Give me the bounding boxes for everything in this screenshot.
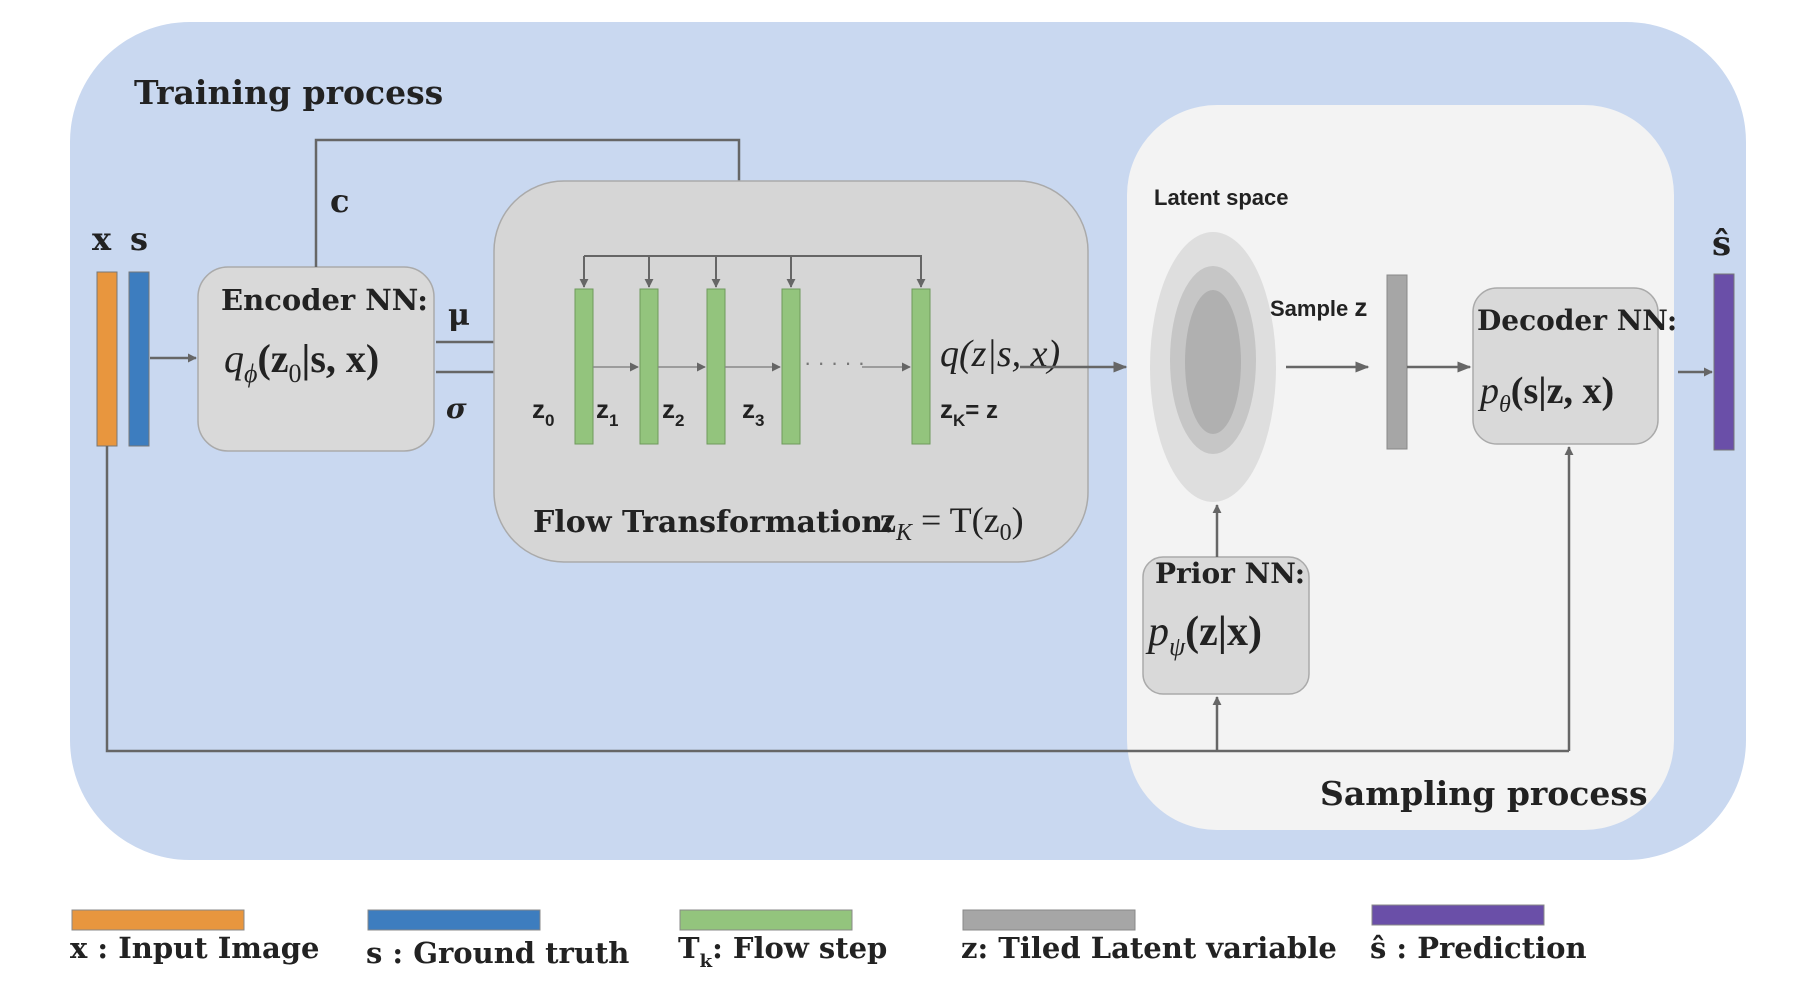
legend-label: s : Ground truth bbox=[366, 936, 629, 970]
ground-truth-bar bbox=[128, 271, 150, 447]
input-x-label: x bbox=[92, 220, 112, 258]
sampling-title: Sampling process bbox=[1320, 774, 1648, 813]
latent-space-label: Latent space bbox=[1154, 185, 1289, 210]
legend-swatch bbox=[71, 909, 245, 931]
sample-z-label: Sample z bbox=[1270, 292, 1367, 322]
flow-output-formula: q(z|s, x) bbox=[940, 333, 1060, 375]
legend-label: z: Tiled Latent variable bbox=[961, 931, 1337, 965]
flow-step-bar bbox=[639, 288, 659, 445]
legend-swatch bbox=[679, 909, 853, 931]
encoder-title: Encoder NN: bbox=[221, 283, 428, 317]
latent-ellipse-inner bbox=[1185, 290, 1241, 434]
legend-swatch bbox=[962, 909, 1136, 931]
decoder-title: Decoder NN: bbox=[1477, 304, 1677, 337]
legend-swatch bbox=[1371, 904, 1545, 926]
flow-ellipsis: · · · · · bbox=[804, 350, 865, 375]
flow-formula: zK = T(z0) bbox=[880, 500, 1024, 546]
encoder-formula: qϕ(z0|s, x) bbox=[224, 336, 379, 388]
flow-step-label: z1 bbox=[596, 394, 618, 430]
input-s-label: s bbox=[130, 220, 148, 258]
legend-label: Tk: Flow step bbox=[678, 931, 887, 972]
tiled-latent-bar bbox=[1386, 274, 1408, 450]
flow-step-label: z2 bbox=[662, 394, 684, 430]
flow-step-bar bbox=[574, 288, 594, 445]
flow-step-bar bbox=[781, 288, 801, 445]
flow-step-label: zK= z bbox=[940, 394, 998, 430]
prediction-bar bbox=[1713, 273, 1735, 451]
flow-condition-drops bbox=[579, 256, 926, 288]
decoder-formula: pθ(s|z, x) bbox=[1477, 370, 1614, 418]
x-skip-path bbox=[105, 446, 1569, 753]
flow-step-label: z0 bbox=[532, 394, 554, 430]
legend-label: x : Input Image bbox=[70, 931, 319, 965]
flow-step-labels: z0 z1 z2 z3 zK= z bbox=[532, 394, 998, 430]
prior-box bbox=[1142, 556, 1310, 695]
prior-formula: pψ(z|x) bbox=[1145, 609, 1262, 661]
legend-swatch bbox=[367, 909, 541, 931]
flow-steps bbox=[574, 288, 931, 445]
condition-label: c bbox=[330, 182, 349, 220]
decoder-box bbox=[1472, 287, 1659, 445]
flow-step-label: z3 bbox=[742, 394, 764, 430]
flow-step-bar bbox=[911, 288, 931, 445]
flow-step-bar bbox=[706, 288, 726, 445]
training-title: Training process bbox=[134, 73, 443, 112]
legend-label: ŝ : Prediction bbox=[1370, 931, 1587, 965]
mu-label: μ bbox=[448, 298, 470, 333]
legend: x : Input Image s : Ground truth Tk: Flow … bbox=[70, 904, 1587, 972]
flow-title: Flow Transformation: bbox=[533, 505, 894, 540]
output-label: ŝ bbox=[1712, 224, 1731, 264]
sigma-label: σ bbox=[446, 392, 467, 425]
prior-title: Prior NN: bbox=[1155, 557, 1305, 590]
input-image-bar bbox=[96, 271, 118, 447]
